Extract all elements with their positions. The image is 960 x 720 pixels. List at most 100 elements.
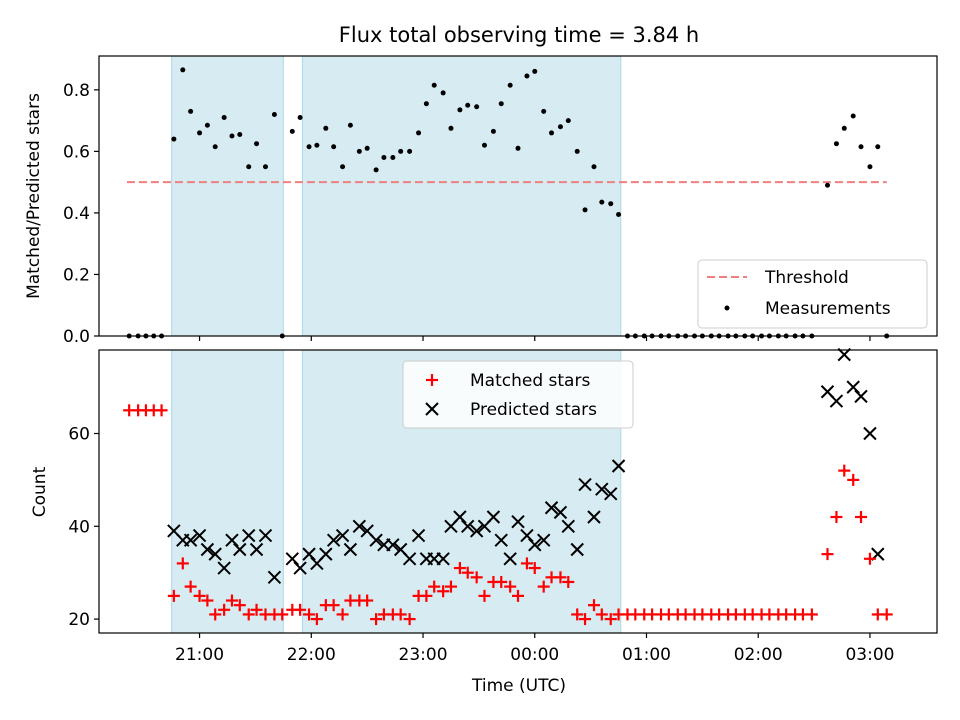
measurement-point — [440, 90, 446, 96]
predicted-marker — [402, 552, 417, 566]
top-shaded-regions — [171, 55, 622, 337]
matched-marker — [303, 608, 316, 621]
predicted-marker — [611, 459, 626, 473]
chart-title: Flux total observing time = 3.84 h — [339, 23, 699, 47]
matched-marker — [176, 557, 189, 570]
measurement-point — [858, 144, 864, 150]
measurement-point — [591, 164, 597, 170]
matched-marker — [880, 608, 893, 621]
matched-marker — [167, 589, 180, 602]
matched-marker — [520, 557, 533, 570]
legend-measurements-label: Measurements — [765, 299, 891, 319]
measurement-point — [549, 130, 555, 136]
predicted-marker — [486, 510, 501, 524]
measurement-point — [507, 82, 513, 88]
measurement-point — [465, 102, 471, 108]
matched-marker — [242, 608, 255, 621]
matched-marker — [830, 511, 843, 524]
matched-marker — [470, 571, 483, 584]
measurement-point — [271, 111, 277, 117]
top-y-ticks: 0.0 0.2 0.4 0.6 0.8 — [63, 81, 99, 347]
matched-marker — [361, 594, 374, 607]
matched-marker — [847, 473, 860, 486]
predicted-marker — [249, 542, 264, 557]
measurement-point — [557, 124, 563, 130]
matched-marker — [310, 613, 323, 626]
measurement-point — [457, 107, 463, 113]
measurement-point — [314, 142, 320, 148]
measurement-point — [237, 131, 243, 137]
predicted-marker — [217, 561, 231, 575]
matched-marker — [155, 404, 168, 417]
observing-interval — [171, 55, 284, 337]
measurement-point — [875, 144, 881, 150]
legend-predicted-label: Predicted stars — [470, 400, 597, 420]
top-legend: Threshold Measurements — [697, 259, 928, 329]
measurement-point — [407, 148, 413, 154]
matched-marker — [394, 608, 407, 621]
bottom-axes-frame — [98, 349, 938, 634]
predicted-marker — [233, 542, 247, 557]
x-tick-label: 00:00 — [510, 645, 559, 665]
measurement-point — [180, 67, 186, 73]
predicted-marker — [570, 542, 584, 557]
predicted-marker — [208, 547, 222, 561]
measurement-point — [373, 167, 379, 173]
measurement-point — [297, 115, 303, 121]
matched-marker — [453, 562, 466, 575]
predicted-marker — [293, 561, 307, 575]
matched-marker — [327, 599, 340, 612]
predicted-marker — [267, 570, 282, 585]
predicted-marker — [528, 538, 542, 552]
predicted-marker — [494, 533, 508, 547]
matched-marker — [604, 613, 617, 626]
measurement-point — [825, 182, 831, 188]
predicted-marker — [258, 528, 273, 543]
matched-marker — [579, 613, 592, 626]
predicted-marker — [335, 528, 350, 543]
predicted-marker — [604, 487, 618, 501]
matched-marker — [838, 464, 851, 477]
measurement-point — [188, 108, 194, 114]
predicted-marker — [863, 426, 877, 441]
measurement-point — [616, 211, 622, 217]
predicted-marker — [536, 533, 551, 547]
matched-marker — [805, 608, 818, 621]
predicted-marker — [553, 505, 568, 520]
y-tick-label: 60 — [68, 425, 90, 445]
x-tick-label: 03:00 — [845, 645, 894, 665]
measurement-point — [171, 136, 177, 142]
x-tick-label: 23:00 — [399, 645, 448, 665]
legend-matched-label: Matched stars — [470, 371, 590, 391]
predicted-marker — [326, 533, 341, 547]
predicted-marker — [461, 519, 475, 534]
measurement-point — [306, 144, 312, 150]
matched-marker — [276, 608, 289, 621]
top-panel: 0.00.20.40.60.8 Matched/Predicted stars … — [24, 55, 938, 347]
predicted-marker — [386, 538, 400, 552]
predicted-marker — [829, 394, 844, 408]
measurement-point — [431, 82, 437, 88]
predicted-marker — [411, 528, 426, 543]
measurement-point — [416, 130, 422, 136]
y-tick-label: 0.0 — [63, 327, 90, 347]
predicted-marker — [343, 542, 358, 557]
y-tick-label: 0.4 — [63, 204, 90, 224]
matched-marker — [294, 603, 307, 616]
measurement-point — [254, 141, 260, 147]
predicted-marker — [242, 528, 256, 543]
top-y-axis-label: Matched/Predicted stars — [24, 93, 44, 299]
measurement-point — [289, 128, 295, 134]
measurement-point — [532, 68, 538, 74]
top-axes-frame — [98, 55, 938, 337]
measurement-point — [229, 133, 235, 139]
matched-marker — [428, 580, 441, 593]
measurement-point — [565, 118, 571, 124]
predicted-marker — [578, 477, 592, 492]
matched-marker — [562, 575, 575, 588]
predicted-marker — [846, 380, 860, 394]
matched-markers — [123, 404, 893, 626]
matched-marker — [571, 608, 584, 621]
predicted-marker — [837, 347, 851, 362]
